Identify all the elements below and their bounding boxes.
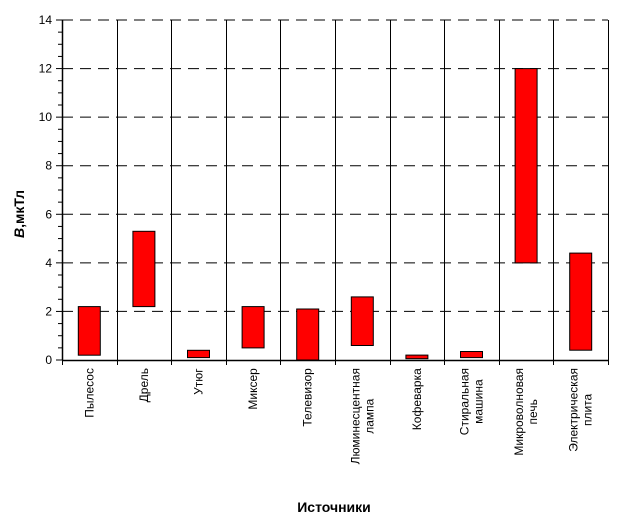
- y-tick-label: 10: [39, 110, 53, 124]
- x-axis-title: Источники: [297, 499, 371, 515]
- range-bar: [460, 351, 483, 359]
- category-label-line: машина: [472, 379, 486, 424]
- y-axis-title: B,мкТл: [11, 190, 27, 238]
- category-label: Стиральнаямашина: [458, 368, 486, 435]
- grid-layer: [62, 19, 609, 360]
- category-label-line: печь: [526, 399, 540, 424]
- bars-layer: [77, 68, 593, 361]
- range-bar: [132, 230, 156, 308]
- category-label: Миксер: [246, 368, 260, 410]
- y-tick-label: 14: [39, 13, 53, 27]
- category-label-line: Телевизор: [301, 368, 315, 427]
- category-label-line: Утюг: [192, 368, 206, 395]
- range-bar: [350, 296, 374, 346]
- category-label-line: плита: [581, 393, 595, 426]
- category-label-line: Миксер: [246, 368, 260, 410]
- category-label: Утюг: [192, 368, 206, 395]
- range-bar: [296, 308, 320, 361]
- y-axis-symbol: B: [11, 228, 27, 238]
- category-label-line: Люминесцентная: [348, 368, 362, 464]
- category-label-line: Дрель: [137, 368, 151, 402]
- range-bar: [77, 306, 101, 356]
- category-label-line: Микроволновая: [512, 368, 526, 456]
- category-label: Телевизор: [301, 368, 315, 427]
- label-layer: 0 2 4 6 8 10 12 14 Пылесос Дрель Утюг Миксер Телевиз…: [39, 13, 595, 464]
- y-tick-label: 4: [45, 256, 52, 270]
- y-tick-label: 2: [45, 304, 52, 318]
- category-label: Кофеварка: [410, 368, 424, 430]
- y-tick-label: 12: [39, 62, 53, 76]
- range-bar: [514, 68, 538, 264]
- y-axis-unit: ,мкТл: [11, 190, 27, 228]
- y-tick-label: 8: [45, 159, 52, 173]
- axis-layer: [56, 19, 609, 365]
- category-label: Пылесос: [82, 368, 96, 418]
- category-label-line: Стиральная: [458, 368, 472, 435]
- category-label-line: Пылесос: [82, 368, 96, 418]
- category-label-line: Кофеварка: [410, 368, 424, 430]
- category-label: Дрель: [137, 368, 151, 402]
- category-label: Люминесцентнаялампа: [348, 368, 376, 464]
- y-tick-label: 0: [45, 353, 52, 367]
- category-label: Электрическаяплита: [567, 368, 595, 452]
- category-label: Микроволноваяпечь: [512, 368, 540, 456]
- range-bar: [187, 349, 210, 359]
- range-bar: [569, 252, 593, 351]
- y-tick-label: 6: [45, 207, 52, 221]
- range-bar: [405, 354, 429, 360]
- category-label-line: лампа: [362, 398, 376, 433]
- range-bar: [241, 306, 265, 349]
- category-label-line: Электрическая: [567, 368, 581, 452]
